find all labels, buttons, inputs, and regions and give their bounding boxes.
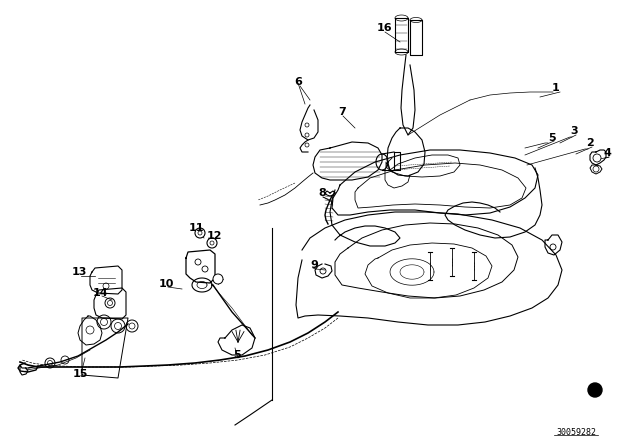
Circle shape xyxy=(195,228,205,238)
Text: 4: 4 xyxy=(603,148,611,158)
Circle shape xyxy=(305,123,309,127)
Circle shape xyxy=(105,298,115,308)
Text: 16: 16 xyxy=(377,23,393,33)
Text: 9: 9 xyxy=(310,260,318,270)
Text: 12: 12 xyxy=(206,231,221,241)
Circle shape xyxy=(305,143,309,147)
Circle shape xyxy=(213,274,223,284)
Text: 5: 5 xyxy=(233,350,241,360)
Text: 7: 7 xyxy=(338,107,346,117)
Text: 6: 6 xyxy=(294,77,302,87)
Text: 8: 8 xyxy=(318,188,326,198)
Circle shape xyxy=(550,244,556,250)
Circle shape xyxy=(103,283,109,289)
Circle shape xyxy=(45,358,55,368)
Circle shape xyxy=(129,323,135,329)
Circle shape xyxy=(111,319,125,333)
Text: 5: 5 xyxy=(548,133,556,143)
Circle shape xyxy=(210,241,214,245)
Circle shape xyxy=(47,361,52,366)
Circle shape xyxy=(100,319,108,326)
Circle shape xyxy=(588,383,602,397)
Circle shape xyxy=(195,259,201,265)
Text: 15: 15 xyxy=(72,369,88,379)
Circle shape xyxy=(593,154,601,162)
Text: 14: 14 xyxy=(92,288,108,298)
Circle shape xyxy=(207,238,217,248)
Circle shape xyxy=(115,323,122,329)
Text: 30059282: 30059282 xyxy=(556,427,596,436)
Circle shape xyxy=(202,266,208,272)
Text: 13: 13 xyxy=(71,267,86,277)
Circle shape xyxy=(61,356,69,364)
Text: 1: 1 xyxy=(552,83,560,93)
Circle shape xyxy=(320,268,326,274)
Text: 11: 11 xyxy=(188,223,204,233)
Circle shape xyxy=(593,166,599,172)
Circle shape xyxy=(126,320,138,332)
Circle shape xyxy=(86,326,94,334)
Text: 2: 2 xyxy=(586,138,594,148)
Circle shape xyxy=(198,231,202,235)
Circle shape xyxy=(108,301,113,306)
Text: 3: 3 xyxy=(570,126,578,136)
Circle shape xyxy=(305,133,309,137)
Circle shape xyxy=(97,315,111,329)
Text: 10: 10 xyxy=(158,279,173,289)
